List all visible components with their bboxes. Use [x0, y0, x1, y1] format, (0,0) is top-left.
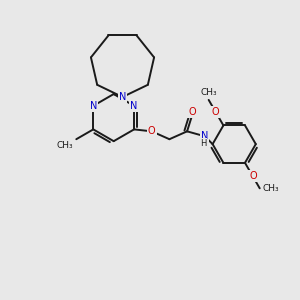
Text: CH₃: CH₃ [200, 88, 217, 97]
Text: N: N [119, 92, 126, 102]
Text: O: O [188, 107, 196, 117]
Text: CH₃: CH₃ [263, 184, 279, 193]
Text: N: N [130, 101, 138, 111]
Text: O: O [249, 171, 257, 182]
Text: O: O [148, 126, 156, 136]
Text: N: N [201, 131, 208, 141]
Text: N: N [90, 101, 97, 111]
Text: O: O [212, 107, 219, 117]
Text: CH₃: CH₃ [57, 141, 73, 150]
Text: H: H [201, 139, 207, 148]
